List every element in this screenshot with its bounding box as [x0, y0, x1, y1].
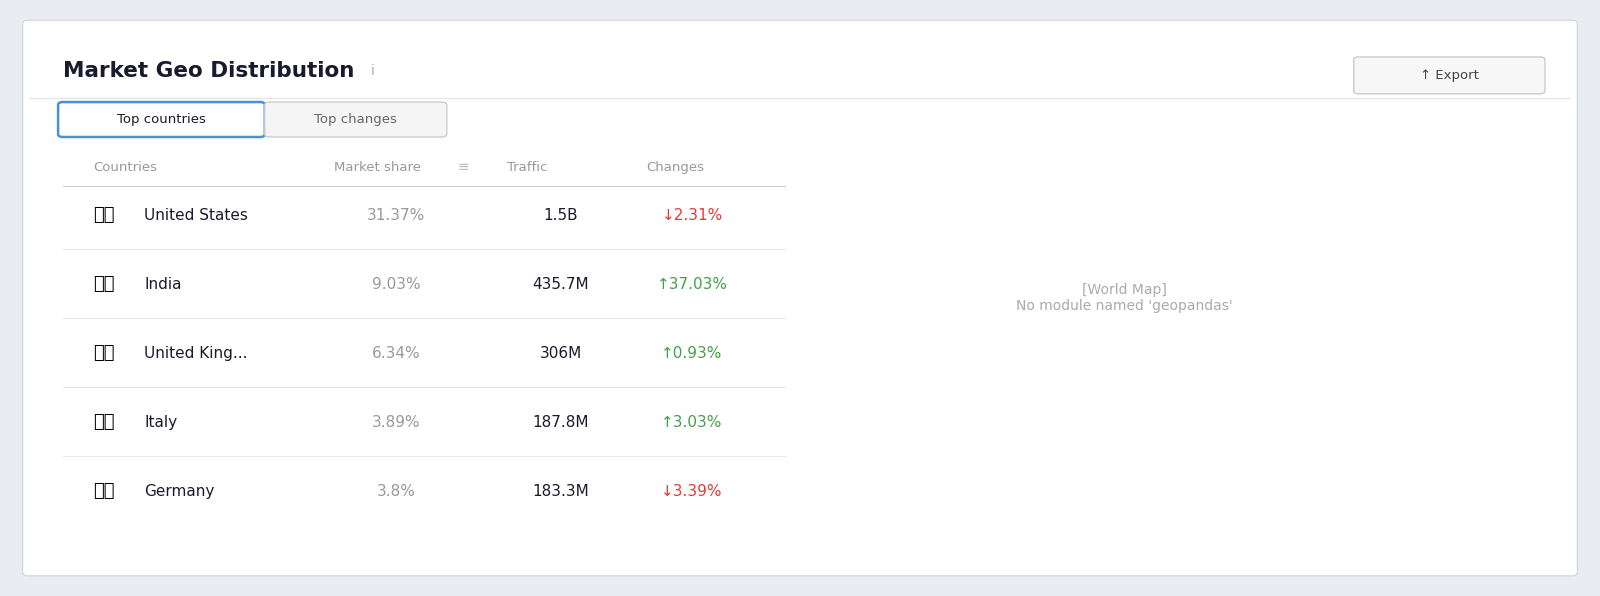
Text: i: i [371, 64, 374, 77]
Text: ≡: ≡ [458, 160, 469, 175]
Text: ↓2.31%: ↓2.31% [661, 207, 723, 223]
FancyBboxPatch shape [58, 102, 264, 137]
Text: United King...: United King... [144, 346, 248, 361]
Text: Top countries: Top countries [117, 113, 206, 126]
Text: 🇮🇹: 🇮🇹 [93, 413, 115, 431]
FancyBboxPatch shape [264, 102, 446, 137]
FancyBboxPatch shape [1354, 57, 1546, 94]
Text: 3.89%: 3.89% [371, 415, 421, 430]
Text: 🇩🇪: 🇩🇪 [93, 482, 115, 500]
Text: 🇮🇳: 🇮🇳 [93, 275, 115, 293]
Text: Traffic: Traffic [507, 161, 547, 174]
Text: 🇺🇸: 🇺🇸 [93, 206, 115, 224]
Text: Italy: Italy [144, 415, 178, 430]
Text: ↓3.39%: ↓3.39% [661, 484, 723, 499]
Text: Changes: Changes [646, 161, 704, 174]
Text: 306M: 306M [539, 346, 582, 361]
Text: 3.8%: 3.8% [376, 484, 416, 499]
Text: ↑ Export: ↑ Export [1419, 69, 1478, 82]
Text: [World Map]
No module named 'geopandas': [World Map] No module named 'geopandas' [1016, 283, 1232, 313]
Text: Germany: Germany [144, 484, 214, 499]
Text: Countries: Countries [93, 161, 157, 174]
Text: Top changes: Top changes [314, 113, 397, 126]
Text: 1.5B: 1.5B [544, 207, 578, 223]
Text: ↑3.03%: ↑3.03% [661, 415, 723, 430]
Text: Market share: Market share [334, 161, 421, 174]
Text: 183.3M: 183.3M [533, 484, 589, 499]
Text: United States: United States [144, 207, 248, 223]
Text: ↑37.03%: ↑37.03% [656, 277, 728, 291]
Text: 31.37%: 31.37% [366, 207, 426, 223]
Text: 187.8M: 187.8M [533, 415, 589, 430]
Text: ↑0.93%: ↑0.93% [661, 346, 723, 361]
Text: Market Geo Distribution: Market Geo Distribution [62, 61, 354, 81]
Text: 435.7M: 435.7M [533, 277, 589, 291]
Text: 6.34%: 6.34% [371, 346, 421, 361]
Text: 9.03%: 9.03% [371, 277, 421, 291]
Text: India: India [144, 277, 182, 291]
FancyBboxPatch shape [22, 20, 1578, 576]
Text: 🇬🇧: 🇬🇧 [93, 344, 115, 362]
